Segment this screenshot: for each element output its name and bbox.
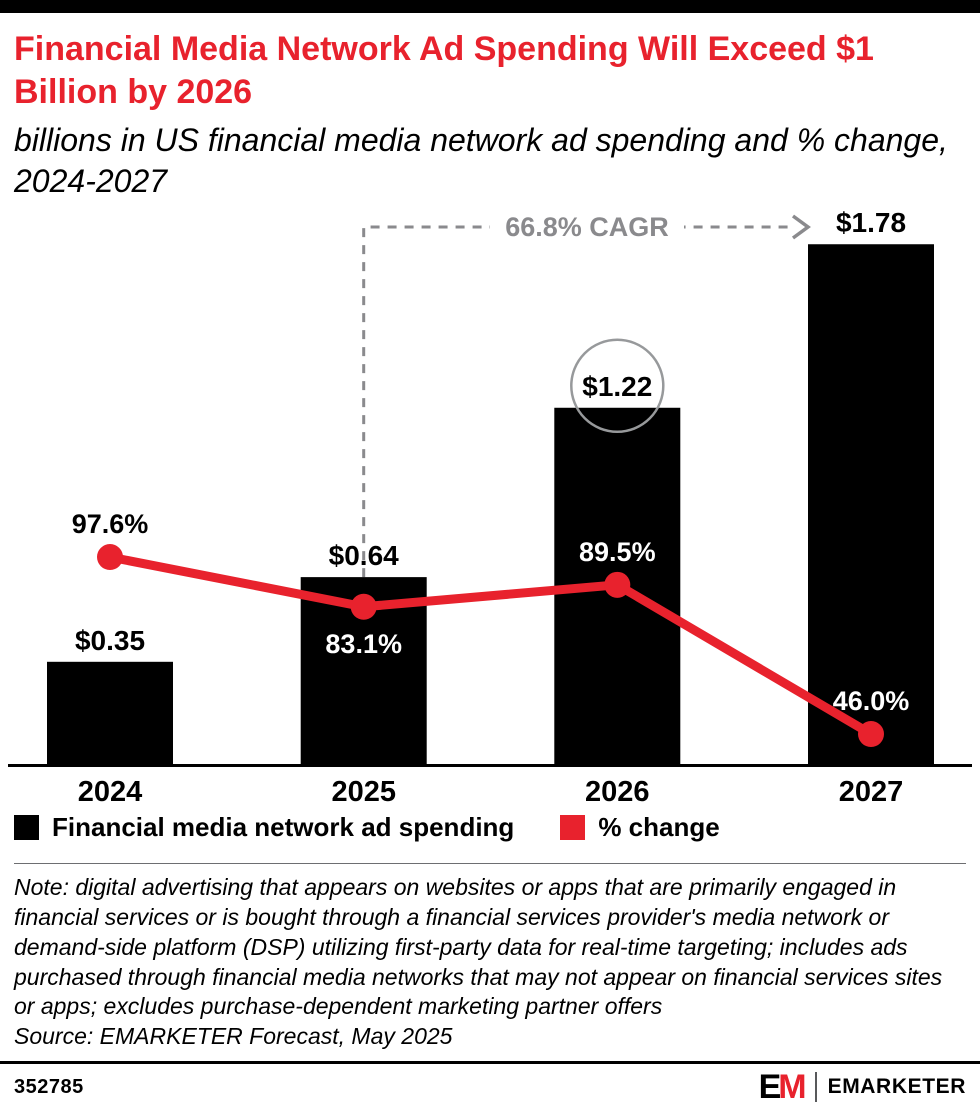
bar-line-chart: 66.8% CAGR $0.35 $0.64 $1.22 $1.78 97.6% 83.1%… [8,207,972,804]
pct-point-2024 [97,543,123,570]
logo-mark-e: E [758,1068,782,1107]
x-axis-label-2025: 2025 [331,776,396,804]
note-divider [14,862,966,864]
legend-swatch-pct-change [560,814,586,840]
cagr-label-bg [490,208,684,245]
chart-card: Financial Media Network Ad Spending Will… [0,13,980,202]
pct-point-2025 [350,593,377,620]
legend-swatch-ad-spending [14,814,39,840]
emarketer-logo: EM EMARKETER [759,1070,966,1104]
pct-point-2027 [858,720,884,747]
pct-change-line [105,552,876,739]
x-axis-label-2024: 2024 [78,776,143,804]
logo-em-mark: EM [758,1068,807,1107]
source-text: Source: EMARKETER Forecast, May 2025 [14,1023,453,1050]
highlight-circle [570,338,665,433]
chart-title: Financial Media Network Ad Spending Will… [14,30,874,111]
footer-divider [0,1061,980,1065]
bar-label-2027: $1.78 [836,207,906,238]
bar-2024 [47,661,173,764]
bar-label-2026: $1.22 [582,371,652,402]
cagr-label: 66.8% CAGR [505,212,669,242]
logo-divider [814,1072,817,1103]
legend-label-pct-change: % change [598,811,720,842]
chart-area: 66.8% CAGR $0.35 $0.64 $1.22 $1.78 97.6% 83.1%… [0,204,980,804]
logo-mark-m: M [778,1068,806,1107]
bar-label-2025: $0.64 [329,540,399,571]
footer: 352785 EM EMARKETER [0,1064,980,1114]
bar-label-2024: $0.35 [75,625,145,656]
x-axis-label-2027: 2027 [839,776,904,804]
brand-name: EMARKETER [827,1075,966,1099]
pct-point-2026 [604,571,631,598]
cagr-arrowhead-icon [791,214,811,240]
x-axis-line [8,763,972,767]
chart-id: 352785 [14,1075,84,1098]
pct-label-2026: 89.5% [579,537,656,567]
footnotes: Note: digital advertising that appears o… [0,864,980,1052]
pct-label-2027: 46.0% [833,686,910,716]
legend-label-ad-spending: Financial media network ad spending [52,811,515,842]
pct-label-2024: 97.6% [72,509,149,539]
pct-label-2025: 83.1% [325,629,402,659]
legend-item-pct-change: % change [560,811,720,843]
top-accent-bar [0,0,980,13]
chart-legend: Financial media network ad spending % ch… [0,812,980,843]
legend-item-ad-spending: Financial media network ad spending [14,812,514,843]
chart-subtitle: billions in US financial media network a… [14,122,948,199]
bar-2027 [808,244,934,764]
note-text: Note: digital advertising that appears o… [14,873,943,1020]
x-axis-label-2026: 2026 [585,776,650,804]
